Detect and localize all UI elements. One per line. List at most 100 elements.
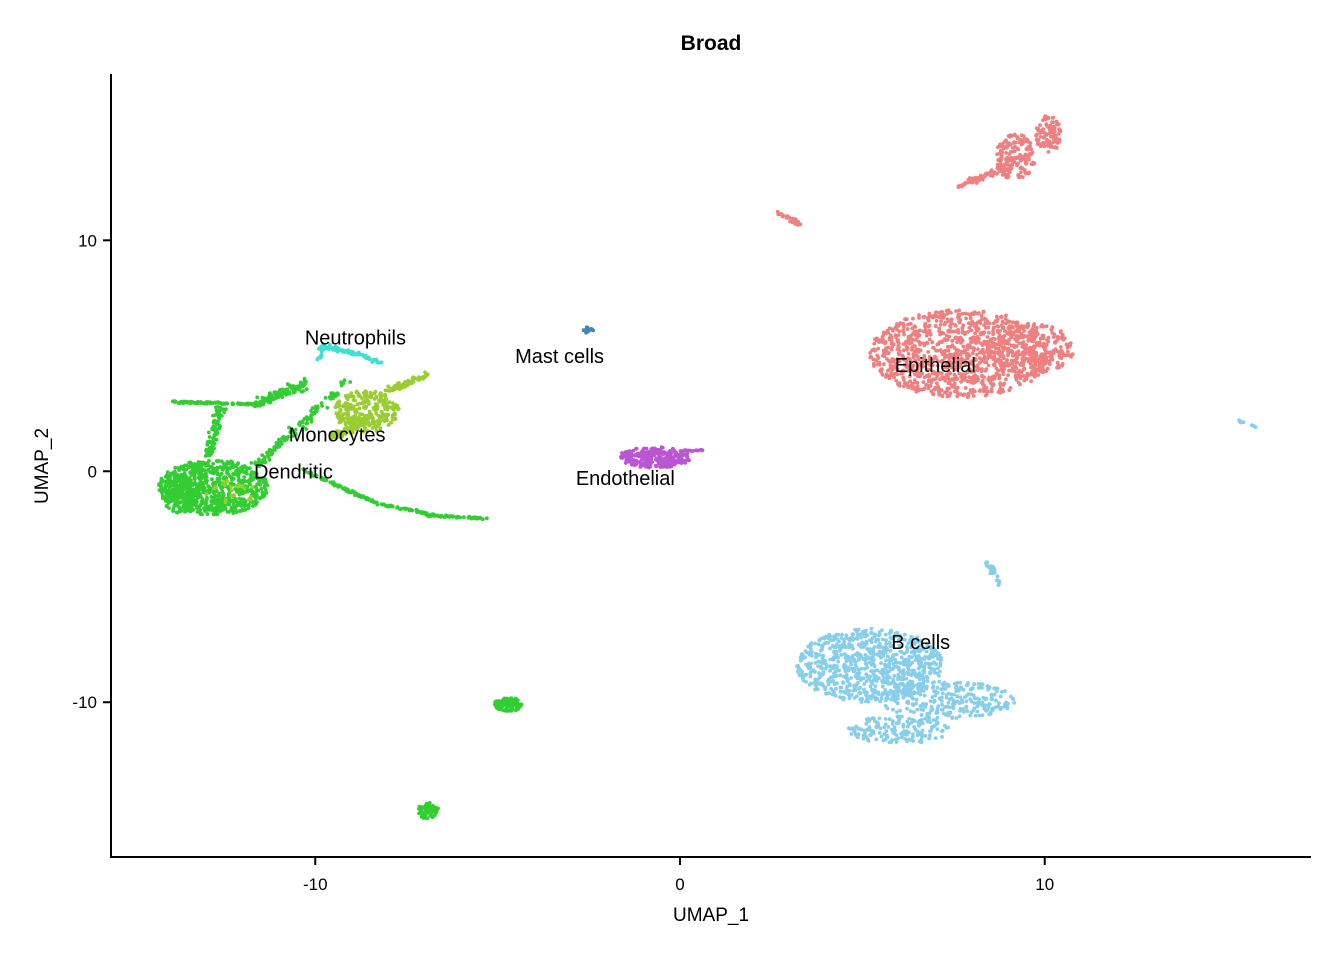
data-point [958,707,963,711]
data-point [898,321,902,326]
data-point [290,434,295,438]
data-point [900,671,905,675]
data-point [195,401,200,405]
data-point [880,649,885,654]
data-point [1032,369,1036,374]
data-point [1038,144,1043,149]
data-point [981,310,986,315]
data-point [239,491,244,496]
data-point [901,321,906,326]
data-point [989,387,994,392]
data-point [419,808,424,812]
data-point [430,803,435,808]
data-point [957,308,962,313]
data-point [227,461,232,466]
data-point [858,685,862,690]
data-point [883,722,888,727]
data-point [869,354,873,359]
data-point [1048,131,1052,136]
data-point [939,319,944,323]
data-point [998,694,1003,699]
data-point [997,701,1001,705]
data-point [891,342,896,347]
data-point [946,713,951,718]
data-point [325,405,330,410]
data-point [314,473,319,478]
data-point [965,344,970,349]
data-point [927,736,931,741]
data-point [838,685,843,690]
data-point [204,471,208,476]
data-point [940,309,944,314]
data-point [370,426,375,430]
data-point [895,630,900,635]
data-point [947,710,951,715]
data-point [218,509,223,514]
data-point [899,655,904,660]
data-point [1038,336,1043,341]
data-point [198,510,202,515]
data-point [1010,360,1014,364]
data-point [999,142,1004,147]
data-point [816,642,821,647]
data-point [912,378,917,382]
data-point [881,692,885,696]
data-point [849,732,854,736]
data-point [319,401,324,406]
data-point [952,372,957,377]
data-point [902,325,906,329]
data-point [860,640,865,645]
data-point [859,727,863,732]
data-point [219,459,224,464]
data-point [928,733,932,738]
data-point [177,468,182,472]
data-point [364,397,368,401]
data-point [872,341,877,346]
data-point [245,402,249,407]
data-point [1055,360,1060,365]
data-point [876,645,881,649]
data-point [922,343,927,348]
data-point [419,511,424,515]
data-point [1021,360,1026,365]
data-point [1003,362,1008,367]
data-point [932,387,937,392]
data-point [201,480,206,485]
data-point [1044,133,1048,137]
data-point [1015,350,1020,355]
data-point [963,350,968,355]
data-point [957,714,962,718]
data-point [301,389,306,393]
data-point [263,488,268,492]
data-point [843,690,848,695]
data-point [922,670,927,675]
data-point [367,409,372,414]
data-point [249,497,253,502]
data-point [902,632,907,637]
data-point [991,362,996,367]
data-point [992,170,997,175]
data-point [1020,166,1025,171]
data-point [864,679,869,683]
data-point [1007,327,1012,331]
data-point [1031,323,1036,328]
data-point [865,665,869,670]
data-point [516,707,520,711]
data-point [892,725,897,730]
data-point [386,412,390,417]
data-point [1024,161,1029,166]
data-point [980,374,984,379]
data-point [961,393,966,398]
data-point [984,367,989,371]
data-point [304,416,308,420]
data-point [1007,363,1012,367]
data-point [214,412,219,417]
data-point [906,668,911,672]
data-point [895,714,900,719]
data-point [1047,362,1052,367]
data-point [897,643,902,648]
data-point [813,661,818,665]
data-point [931,392,936,397]
data-point [866,738,871,743]
data-point [1055,349,1060,354]
